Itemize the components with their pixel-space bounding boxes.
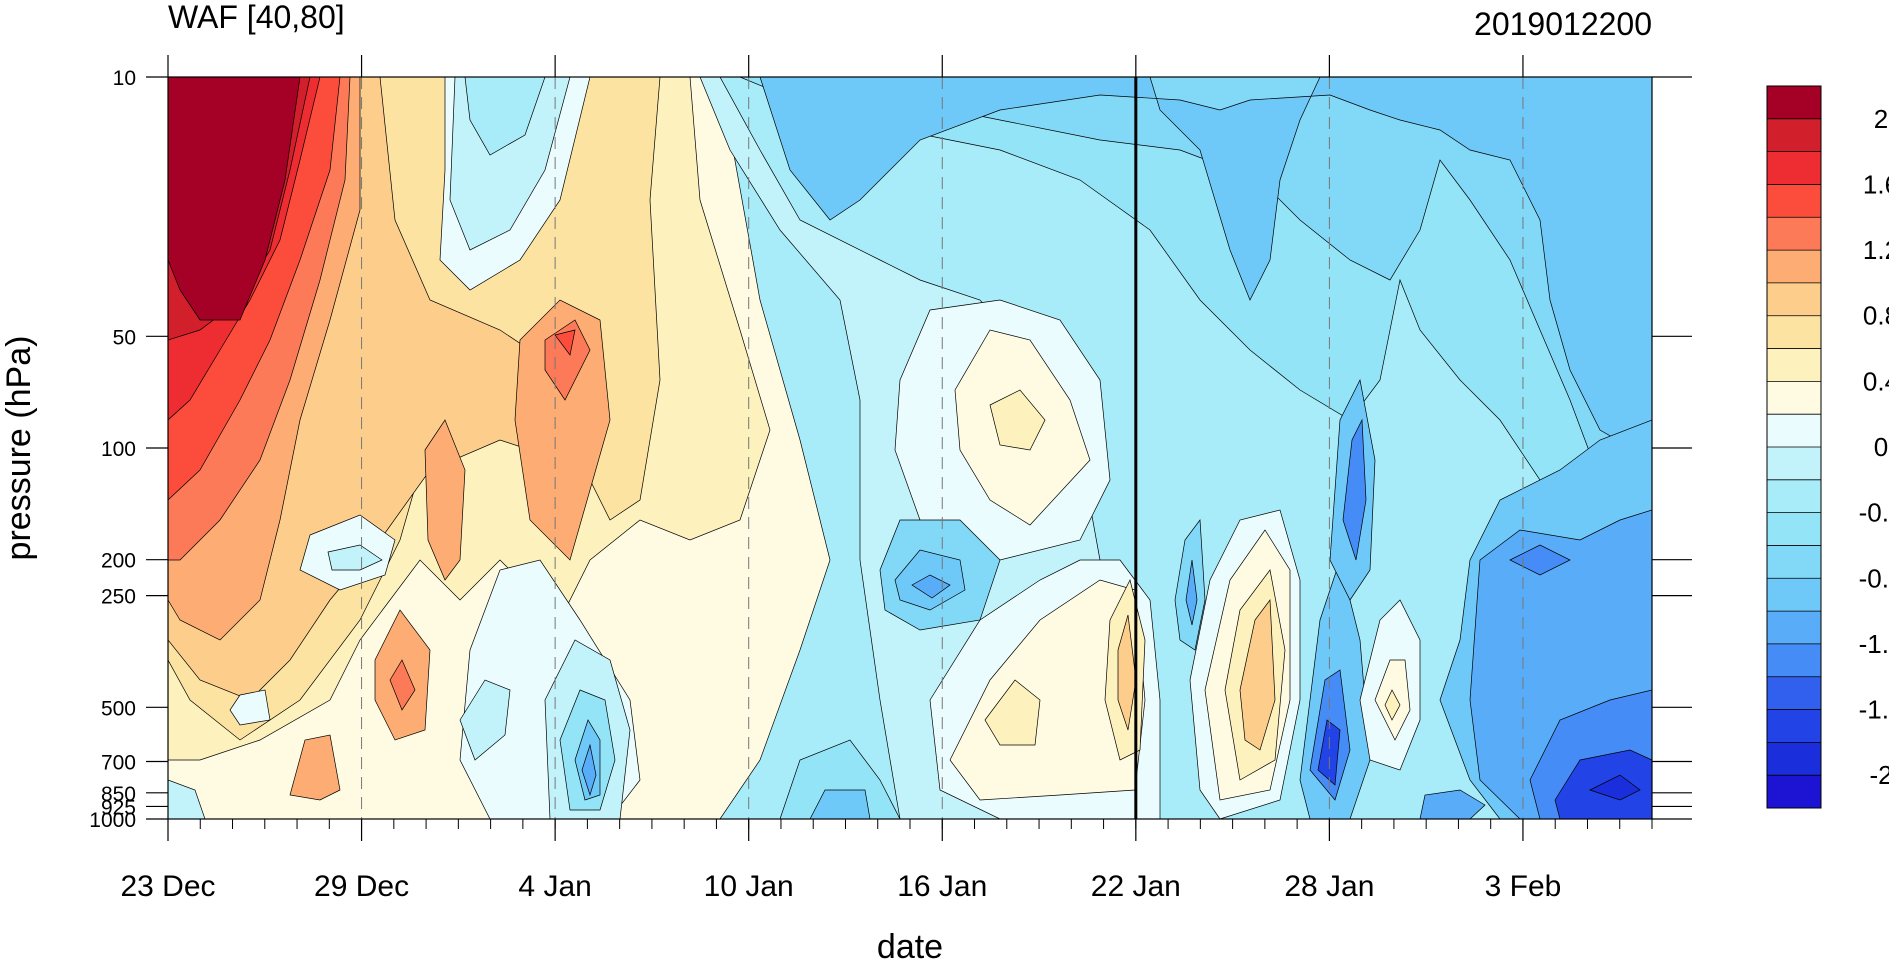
contour-cold-12jan-low-inner xyxy=(809,789,871,819)
colorbar-swatch xyxy=(1767,447,1821,481)
colorbar-swatch xyxy=(1767,315,1821,350)
contour-cold-28jan-1 xyxy=(1342,418,1367,561)
colorbar-swatch xyxy=(1767,86,1821,120)
colorbar-label: 0.4 xyxy=(1863,366,1889,396)
colorbar-label: -2 xyxy=(1869,760,1889,790)
colorbar-swatch xyxy=(1767,775,1821,809)
colorbar-label: 2 xyxy=(1874,104,1888,134)
colorbar-swatch xyxy=(1767,545,1821,579)
x-tick-label: 3 Feb xyxy=(1485,870,1562,903)
colorbar-label: -1.6 xyxy=(1859,695,1889,725)
colorbar-label: -0.4 xyxy=(1859,498,1889,528)
y-tick-label: 700 xyxy=(101,752,136,775)
colorbar-label: 0.8 xyxy=(1863,301,1889,331)
contour-warm-28dec-800 xyxy=(289,734,341,801)
colorbar-frame xyxy=(1766,85,1822,809)
contour-cold-12jan-low xyxy=(779,739,901,819)
colorbar-swatch xyxy=(1767,676,1821,711)
colorbar-label: 1.2 xyxy=(1863,235,1889,265)
colorbar-swatch xyxy=(1767,151,1821,185)
contour-warm-west-36 xyxy=(168,77,301,321)
contour-warm-4jan-inner xyxy=(544,319,591,401)
contour-warm-4jan xyxy=(514,299,611,561)
contour-cold-25dec-500 xyxy=(229,689,271,726)
x-axis-label: date xyxy=(877,928,943,961)
y-tick-label: 200 xyxy=(101,550,136,573)
colorbar-swatch xyxy=(1767,643,1821,678)
run-date-label: 2019012200 xyxy=(1474,6,1652,42)
colorbar-swatch xyxy=(1767,512,1821,546)
contour-warm-29jan-2 xyxy=(1384,689,1401,721)
colorbar-label: -1.2 xyxy=(1859,629,1889,659)
colorbar-label: -0.8 xyxy=(1859,563,1889,593)
chart-title: WAF [40,80] xyxy=(168,0,345,35)
colorbar-label: 1.6 xyxy=(1863,169,1889,199)
contour-cold-3feb-2 xyxy=(1509,544,1571,576)
x-tick-label: 22 Jan xyxy=(1091,870,1181,903)
y-tick-label: 1000 xyxy=(89,809,136,832)
y-tick-label: 500 xyxy=(101,697,136,720)
y-tick-label: 250 xyxy=(101,586,136,609)
x-tick-label: 23 Dec xyxy=(120,870,215,903)
colorbar-swatch xyxy=(1767,217,1821,251)
colorbar-swatch xyxy=(1767,250,1821,284)
x-tick-label: 10 Jan xyxy=(704,870,794,903)
colorbar-swatch xyxy=(1767,611,1821,645)
colorbar-label: 0 xyxy=(1874,432,1888,462)
contour-cold-23dec-low xyxy=(168,779,206,819)
contour-warm-31dec-inner xyxy=(389,659,416,711)
colorbar-swatch xyxy=(1767,118,1821,153)
x-tick-label: 16 Jan xyxy=(897,870,987,903)
x-axis: 23 Dec 29 Dec 4 Jan 10 Jan 16 Jan 22 Jan 28 Ja… xyxy=(120,55,1653,903)
colorbar-swatch xyxy=(1767,184,1821,218)
colorbar: 2 1.6 1.2 0.8 0.4 0 -0.4 -0.8 -1.2 -1.6 -2 xyxy=(1766,85,1889,809)
contour-cold-3feb-5 xyxy=(1589,774,1641,801)
x-tick-label: 28 Jan xyxy=(1284,870,1374,903)
contour-warm-20jan-low-4 xyxy=(1117,614,1137,731)
y-tick-label: 50 xyxy=(113,326,136,349)
x-tick-label: 4 Jan xyxy=(518,870,591,903)
y-tick-label: 100 xyxy=(101,438,136,461)
colorbar-swatch xyxy=(1767,348,1821,382)
contour-cold-23jan-inner xyxy=(1185,559,1198,626)
contour-warm-20jan-low-2 xyxy=(984,679,1041,746)
colorbar-swatch xyxy=(1767,479,1821,514)
colorbar-swatch xyxy=(1767,381,1821,415)
y-tick-label: 925 xyxy=(101,796,136,819)
contour-warm-18jan-2 xyxy=(989,389,1046,451)
colorbar-swatch xyxy=(1767,414,1821,448)
contour-east-cold-4 xyxy=(759,77,1652,461)
y-tick-label: 850 xyxy=(101,783,136,806)
y-tick-label: 10 xyxy=(113,67,136,90)
contour-cold-1jan-600 xyxy=(459,679,511,761)
colorbar-swatch xyxy=(1767,282,1821,317)
contour-field xyxy=(168,77,1652,819)
contour-cold-pocket-29dec-inner xyxy=(327,544,383,571)
colorbar-swatch xyxy=(1767,709,1821,743)
contour-cold-31jan-low xyxy=(1419,789,1486,819)
contour-warm-1jan-150 xyxy=(424,419,466,581)
contour-cold-2jan-top-core xyxy=(464,77,546,156)
contour-cold-15jan-2 xyxy=(911,574,951,599)
colorbar-swatch xyxy=(1767,578,1821,612)
y-axis-label: pressure (hPa) xyxy=(0,336,38,561)
contour-cold-5jan-low-4 xyxy=(581,743,597,797)
contour-warm-4jan-core xyxy=(554,329,576,356)
contour-warm-25jan-3 xyxy=(1239,599,1276,751)
colorbar-swatch xyxy=(1767,742,1821,776)
x-tick-label: 29 Dec xyxy=(314,870,409,903)
